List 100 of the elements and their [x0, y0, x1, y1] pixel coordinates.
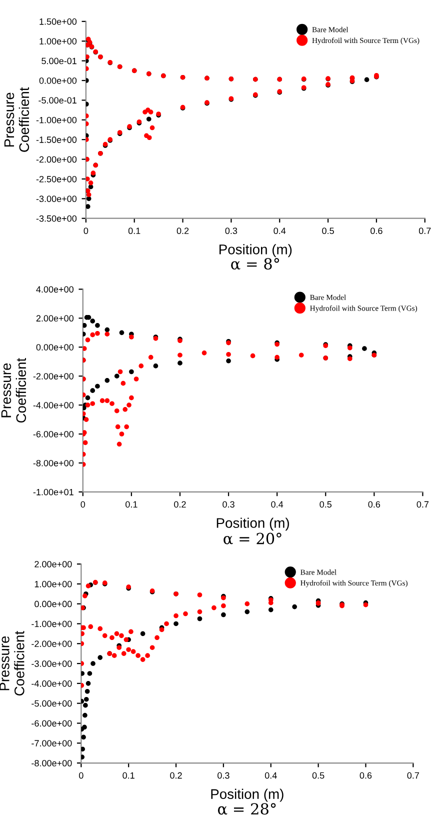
- point: [82, 323, 87, 328]
- y-tick-label: -6.00e+00: [33, 430, 74, 438]
- y-tick-label: -2.00e+00: [33, 373, 74, 380]
- text: α = 28°: [218, 803, 276, 815]
- point: [128, 629, 134, 634]
- point: [362, 346, 367, 351]
- point: [129, 334, 134, 340]
- point: [86, 192, 92, 198]
- y-tick-label: 5.00e-01: [42, 58, 76, 64]
- y-tick-label: -3.00e+00: [36, 196, 77, 202]
- point: [84, 696, 89, 702]
- x-tick-label: 0.7: [416, 501, 429, 508]
- y-tick-label: -5.00e-01: [38, 97, 76, 104]
- point: [121, 651, 126, 656]
- x-tick-label: 0.7: [407, 772, 419, 779]
- point: [95, 330, 100, 336]
- point: [81, 671, 85, 676]
- point: [88, 624, 94, 630]
- y-tick-label: 2.00e+00: [34, 560, 72, 568]
- point: [126, 647, 131, 652]
- x-tick-label: 0.2: [174, 501, 186, 508]
- point: [82, 724, 87, 730]
- point: [118, 369, 123, 374]
- point: [140, 657, 146, 662]
- point: [212, 605, 216, 610]
- point: [90, 318, 96, 324]
- point: [81, 734, 86, 740]
- point: [82, 440, 88, 446]
- point: [95, 384, 100, 389]
- y-tick-label: 4.00e+00: [36, 286, 74, 293]
- x-tick-label: 0: [84, 228, 88, 234]
- point: [85, 337, 90, 342]
- point: [119, 330, 124, 336]
- point: [153, 364, 158, 368]
- x-tick-label: 0.3: [222, 501, 234, 508]
- point: [244, 609, 250, 614]
- point: [164, 621, 169, 626]
- point: [119, 633, 124, 638]
- y-tick-label: -7.00e+00: [32, 740, 72, 746]
- point: [244, 601, 250, 606]
- point: [197, 592, 202, 598]
- x-tick-label: 0.4: [274, 228, 286, 234]
- point: [114, 374, 120, 379]
- point: [183, 611, 188, 616]
- y-tick-label: -2.00e+00: [36, 156, 77, 163]
- x-tick-label: 0: [80, 501, 86, 508]
- y-tick-label: -2.50e+00: [36, 176, 77, 182]
- y-tick-label: 1.00e+00: [34, 580, 72, 588]
- x-tick-label: 0.1: [126, 501, 138, 508]
- point: [115, 424, 120, 430]
- point: [90, 332, 96, 338]
- point: [154, 635, 160, 640]
- point: [98, 655, 103, 660]
- y-tick-label: 1.00e+00: [40, 38, 77, 44]
- point: [126, 402, 132, 408]
- point: [104, 327, 110, 332]
- y-tick-label: -1.00e+01: [33, 488, 74, 496]
- point: [110, 401, 114, 406]
- y-tick-label: -4.00e+00: [32, 680, 72, 687]
- point: [174, 613, 178, 618]
- point: [83, 702, 88, 708]
- point: [104, 378, 110, 383]
- y-axis-title: Pressure Coefficient: [1, 358, 26, 423]
- point: [84, 688, 90, 694]
- point: [178, 352, 182, 358]
- point: [81, 746, 85, 752]
- y-tick-label: 1.50e+00: [40, 18, 77, 25]
- point: [226, 352, 231, 357]
- point: [148, 354, 154, 360]
- point: [120, 380, 126, 386]
- point: [114, 631, 120, 636]
- x-tick-label: 0.1: [128, 228, 140, 234]
- point: [268, 607, 274, 612]
- point: [85, 402, 90, 408]
- y-tick-label: -3.00e+00: [32, 660, 72, 667]
- y-tick-label: -2.00e+00: [32, 640, 72, 647]
- point: [146, 135, 152, 140]
- point: [138, 364, 144, 368]
- point: [145, 653, 150, 658]
- x-tick-label: 0: [79, 772, 84, 779]
- point: [104, 398, 110, 404]
- point: [81, 631, 85, 636]
- x-tick-label: 0.7: [418, 228, 431, 234]
- y-tick-label: -1.50e+00: [36, 136, 77, 143]
- point: [150, 125, 155, 130]
- point: [85, 395, 90, 400]
- point: [136, 653, 140, 658]
- point: [148, 110, 154, 114]
- x-tick-label: 0.5: [320, 501, 332, 508]
- x-axis-title: Position (m): [220, 244, 292, 258]
- point: [88, 180, 94, 186]
- y-tick-label: -5.00e+00: [32, 700, 72, 707]
- x-tick-label: 0.2: [170, 772, 182, 779]
- point: [221, 612, 226, 618]
- point: [116, 442, 122, 447]
- point: [90, 401, 96, 406]
- x-axis-title: Position (m): [211, 788, 284, 802]
- point: [86, 204, 90, 209]
- point: [90, 661, 96, 666]
- point: [298, 352, 304, 358]
